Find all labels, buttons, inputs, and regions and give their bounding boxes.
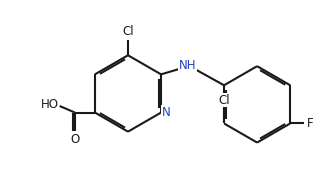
Text: O: O	[70, 133, 80, 146]
Text: Cl: Cl	[122, 26, 134, 39]
Text: NH: NH	[178, 59, 196, 72]
Text: N: N	[161, 106, 170, 119]
Text: Cl: Cl	[218, 94, 230, 107]
Text: F: F	[307, 117, 314, 130]
Text: HO: HO	[40, 98, 58, 111]
